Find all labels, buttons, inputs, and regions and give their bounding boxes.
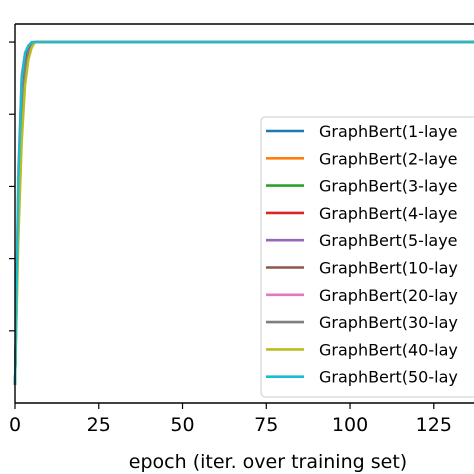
x-axis-label: epoch (iter. over training set) — [129, 451, 407, 473]
x-tick-label-1: 25 — [87, 414, 111, 436]
legend-label-1: GraphBert(1-laye — [319, 122, 458, 141]
legend-label-8: GraphBert(30-lay — [319, 313, 458, 332]
legend-label-6: GraphBert(10-lay — [319, 259, 458, 278]
legend-box — [260, 116, 474, 398]
legend-label-9: GraphBert(40-lay — [319, 340, 458, 359]
axes-layer: 0 25 50 75 100 125 — [9, 23, 474, 436]
x-tick-label-4: 100 — [332, 414, 368, 436]
legend-label-2: GraphBert(2-laye — [319, 149, 458, 168]
legend-label-5: GraphBert(5-laye — [319, 231, 458, 250]
x-tick-label-3: 75 — [254, 414, 278, 436]
legend-label-7: GraphBert(20-lay — [319, 286, 458, 305]
series-layer — [13, 40, 474, 385]
series-line-10 — [13, 40, 474, 385]
legend-label-4: GraphBert(4-laye — [319, 204, 458, 223]
legend: GraphBert(1-laye GraphBert(2-laye GraphBer… — [260, 116, 474, 398]
legend-label-3: GraphBert(3-laye — [319, 177, 458, 196]
x-tick-label-5: 125 — [416, 414, 452, 436]
x-tick-label-2: 50 — [170, 414, 194, 436]
legend-label-10: GraphBert(50-lay — [319, 368, 458, 387]
x-tick-label-0: 0 — [9, 414, 21, 436]
